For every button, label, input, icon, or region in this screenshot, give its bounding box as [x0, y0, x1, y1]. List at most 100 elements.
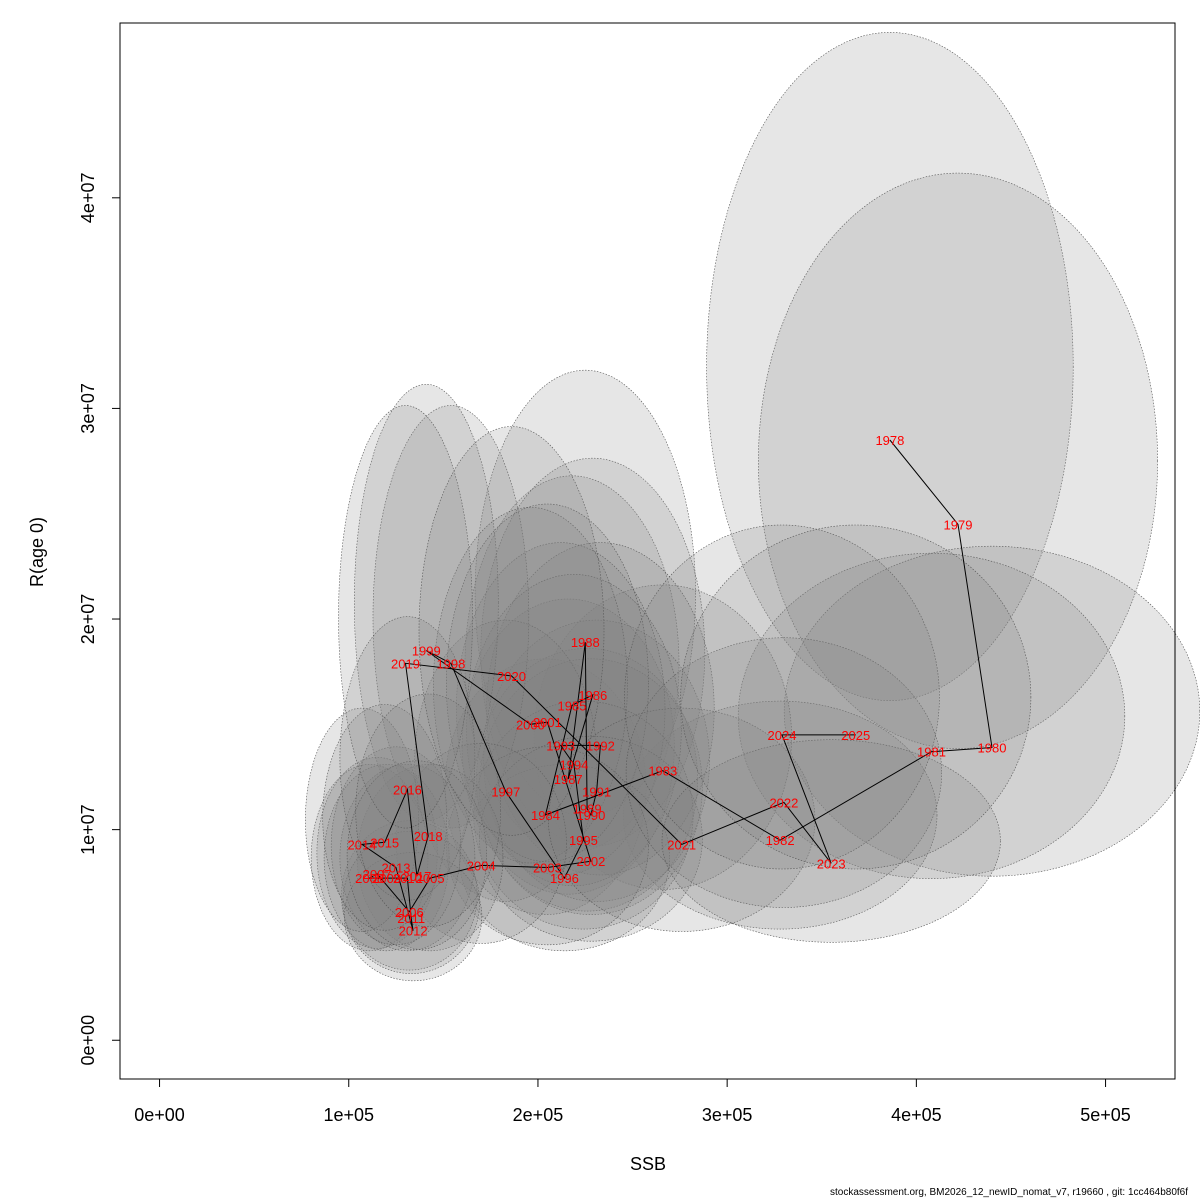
point-label-2005: 2005: [416, 871, 445, 886]
point-label-1990: 1990: [576, 808, 605, 823]
point-label-1994: 1994: [559, 757, 588, 772]
y-tick-label: 0e+00: [78, 1015, 98, 1066]
point-label-1985: 1985: [558, 698, 587, 713]
point-label-2020: 2020: [497, 669, 526, 684]
y-axis-label: R(age 0): [27, 517, 47, 587]
point-label-2011: 2011: [397, 911, 425, 926]
point-label-2019: 2019: [391, 656, 420, 671]
point-label-2023: 2023: [817, 856, 846, 871]
point-label-1980: 1980: [978, 741, 1007, 756]
ellipse-2017: [346, 760, 487, 950]
point-label-2015: 2015: [370, 835, 399, 850]
ellipse-2020: [418, 426, 605, 836]
point-label-1996: 1996: [550, 871, 579, 886]
x-tick-label: 0e+00: [134, 1105, 185, 1125]
ellipse-2024: [624, 524, 940, 870]
x-tick-label: 4e+05: [891, 1105, 942, 1125]
point-label-2006: 2006: [395, 905, 424, 920]
point-label-2022: 2022: [769, 795, 798, 810]
x-tick-label: 3e+05: [702, 1105, 753, 1125]
point-label-2000: 2000: [516, 717, 545, 732]
point-label-1984: 1984: [531, 808, 560, 823]
ellipse-1978: [706, 32, 1074, 701]
x-tick-label: 1e+05: [323, 1105, 374, 1125]
ellipse-1979: [758, 172, 1158, 749]
ellipse-1982: [622, 700, 938, 930]
point-label-1989: 1989: [573, 802, 602, 817]
ellipse-2010: [339, 764, 476, 952]
point-label-2024: 2024: [768, 728, 797, 743]
trajectory-line: [360, 439, 993, 931]
ellipse-2005: [356, 764, 504, 952]
y-axis: 0e+00 1e+07 2e+07 3e+07 4e+07: [78, 173, 121, 1066]
y-tick-label: 1e+07: [78, 804, 98, 855]
point-label-1978: 1978: [875, 433, 904, 448]
x-tick-label: 2e+05: [513, 1105, 564, 1125]
footer-credit: stockassessment.org, BM2026_12_newID_nom…: [830, 1187, 1188, 1198]
x-axis-label: SSB: [630, 1154, 666, 1174]
ellipse-1996: [458, 764, 670, 952]
ellipse-1981: [737, 552, 1126, 879]
point-label-2017: 2017: [402, 869, 431, 884]
confidence-ellipses: [305, 32, 1200, 982]
ellipse-1987: [461, 598, 675, 895]
point-label-2014: 2014: [348, 837, 377, 852]
ellipse-1995: [473, 700, 694, 930]
ellipse-1999: [353, 383, 499, 822]
point-label-2010: 2010: [393, 871, 422, 886]
point-label-2016: 2016: [393, 783, 422, 798]
point-label-1992: 1992: [586, 738, 615, 753]
point-label-2002: 2002: [576, 854, 605, 869]
ellipse-2002: [479, 735, 703, 942]
ellipse-2011: [342, 830, 480, 974]
point-label-1993: 1993: [546, 738, 575, 753]
x-tick-label: 5e+05: [1080, 1105, 1131, 1125]
point-label-1983: 1983: [648, 764, 677, 779]
point-label-1998: 1998: [436, 656, 465, 671]
ellipse-2007: [316, 757, 438, 949]
point-label-1995: 1995: [569, 833, 598, 848]
point-label-2003: 2003: [533, 861, 562, 876]
point-label-1979: 1979: [944, 517, 973, 532]
point-label-1988: 1988: [571, 635, 600, 650]
x-axis: 0e+00 1e+05 2e+05 3e+05 4e+05 5e+05: [134, 1078, 1131, 1125]
point-label-2009: 2009: [372, 871, 401, 886]
ellipse-2013: [330, 746, 462, 946]
ellipse-2022: [625, 637, 943, 908]
ellipse-2012: [343, 852, 483, 982]
ellipse-2016: [339, 616, 476, 901]
ellipse-1998: [372, 405, 530, 829]
ellipse-1988: [474, 369, 696, 817]
ellipse-2004: [395, 743, 567, 944]
point-label-2025: 2025: [841, 728, 870, 743]
point-label-1997: 1997: [491, 785, 520, 800]
ellipse-1990: [479, 658, 703, 915]
point-label-2012: 2012: [399, 924, 428, 939]
ellipse-2019: [338, 405, 473, 829]
point-label-2004: 2004: [467, 858, 496, 873]
point-label-2013: 2013: [382, 861, 411, 876]
point-label-1987: 1987: [554, 772, 583, 787]
y-tick-label: 2e+07: [78, 594, 98, 645]
point-label-2008: 2008: [355, 871, 384, 886]
ellipse-2014: [305, 707, 419, 932]
point-label-2007: 2007: [363, 867, 392, 882]
point-label-1999: 1999: [412, 644, 441, 659]
point-label-2018: 2018: [414, 829, 443, 844]
ellipse-2000: [433, 507, 628, 864]
ellipse-2025: [680, 524, 1032, 870]
point-label-2021: 2021: [667, 837, 696, 852]
ellipse-1983: [533, 584, 792, 890]
point-label-1982: 1982: [766, 833, 795, 848]
point-label-1986: 1986: [578, 688, 607, 703]
point-label-1991: 1991: [582, 785, 611, 800]
ellipse-2018: [355, 693, 502, 928]
y-tick-label: 4e+07: [78, 173, 98, 224]
point-label-1981: 1981: [917, 745, 946, 760]
y-tick-label: 3e+07: [78, 383, 98, 434]
ellipse-1992: [486, 542, 715, 876]
ellipse-2023: [661, 739, 1001, 943]
point-label-2001: 2001: [533, 715, 562, 730]
